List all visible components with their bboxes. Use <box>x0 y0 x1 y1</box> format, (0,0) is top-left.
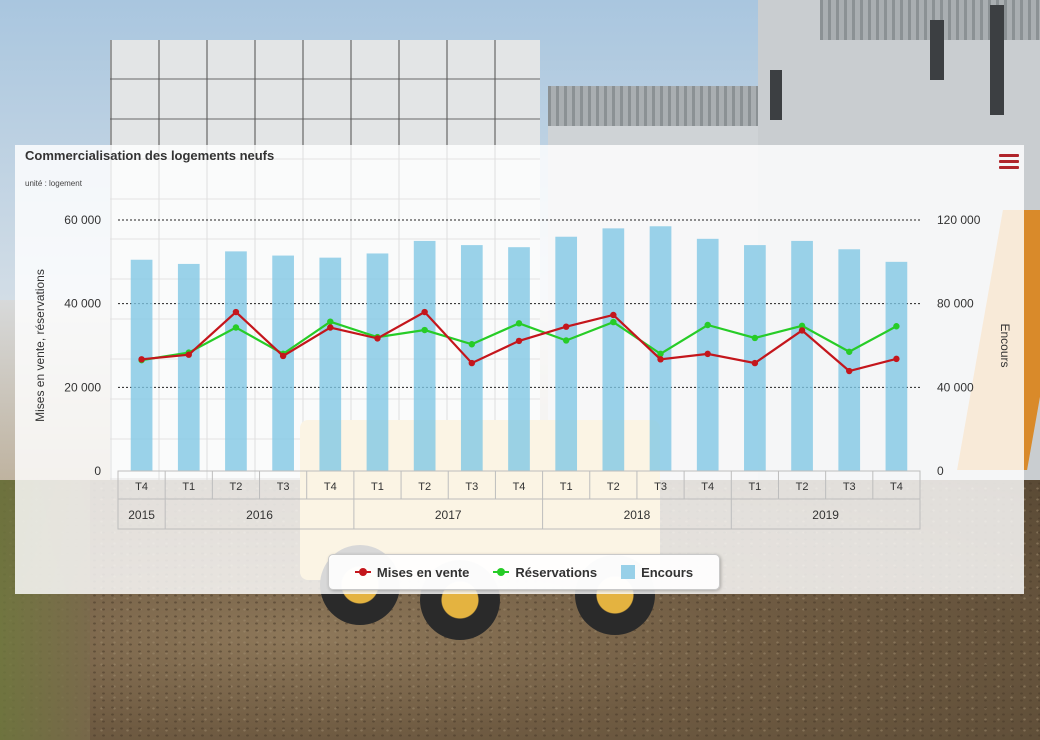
point-mises-en-vente <box>657 356 664 363</box>
point-reservations <box>751 334 759 342</box>
point-mises-en-vente <box>468 359 476 367</box>
x-tick-label: T3 <box>277 481 290 493</box>
legend-label: Encours <box>641 564 694 580</box>
point-mises-en-vente <box>751 359 759 367</box>
point-mises-en-vente <box>374 335 381 342</box>
bar-encours <box>319 257 342 471</box>
x-tick-label: T1 <box>748 481 761 493</box>
y2-axis-title: Encours <box>998 323 1012 367</box>
point-mises-en-vente <box>138 356 145 363</box>
axis-table-border <box>117 470 921 530</box>
point-reservations <box>893 323 900 330</box>
x-year-label: 2018 <box>624 508 651 522</box>
window <box>770 70 782 120</box>
y-tick-label: 0 <box>94 464 101 478</box>
legend-label: Réservations <box>515 564 598 580</box>
x-tick-label: T1 <box>182 481 195 493</box>
bar-encours <box>791 240 813 471</box>
bar-encours <box>460 245 483 471</box>
point-mises-en-vente <box>893 355 900 363</box>
x-year-label: 2015 <box>128 508 155 522</box>
legend-line-green <box>493 568 510 576</box>
point-reservations <box>468 341 476 348</box>
bar-encours <box>130 259 153 471</box>
point-reservations <box>798 322 806 330</box>
point-mises-en-vente <box>704 350 711 358</box>
point-mises-en-vente <box>562 323 570 330</box>
x-tick-label: T4 <box>324 481 337 493</box>
point-reservations <box>327 318 334 325</box>
x-tick-label: T3 <box>465 481 478 493</box>
point-reservations <box>704 321 711 329</box>
bar-encours <box>602 228 625 471</box>
point-mises-en-vente <box>232 308 240 316</box>
point-reservations <box>657 350 664 358</box>
hamburger-menu-icon[interactable] <box>999 154 1019 170</box>
x-tick-label: T4 <box>890 481 903 493</box>
legend-label: Mises en vente <box>376 564 470 580</box>
bar-encours <box>885 261 908 471</box>
bar-encours <box>838 249 861 471</box>
y-axis-title: Mises en vente, réservations <box>33 269 47 422</box>
unit-label: unité : logement <box>25 179 82 188</box>
bar-encours <box>177 263 200 471</box>
legend-item-mises-en-vente[interactable]: Mises en vente <box>354 564 470 580</box>
x-tick-label: T2 <box>230 481 243 493</box>
chart-plot: 0 20 000 40 000 60 000 0 40 000 80 000 120 000 M… <box>33 213 1012 530</box>
point-mises-en-vente <box>279 352 287 360</box>
x-tick-label: T4 <box>513 481 526 493</box>
x-tick-label: T1 <box>371 481 384 493</box>
roof-left <box>548 86 758 126</box>
bar-encours <box>508 247 530 471</box>
y2-tick-label: 0 <box>937 464 944 478</box>
y-tick-label: 20 000 <box>64 380 101 394</box>
bar-encours <box>744 245 766 471</box>
point-reservations <box>515 320 523 327</box>
x-tick-label: T4 <box>701 481 714 493</box>
bar-encours <box>366 253 389 471</box>
legend-item-encours[interactable]: Encours <box>621 565 693 580</box>
chart-title: Commercialisation des logements neufs <box>25 148 275 163</box>
point-reservations <box>232 324 240 331</box>
x-tick-label: T2 <box>796 481 809 493</box>
legend-item-reservations[interactable]: Réservations <box>493 565 597 580</box>
point-reservations <box>610 318 617 326</box>
x-tick-label: T4 <box>135 481 148 493</box>
bar-encours <box>413 240 436 471</box>
bar-encours <box>555 236 578 471</box>
legend-line-red <box>354 568 371 576</box>
point-reservations <box>562 337 570 344</box>
window <box>990 5 1004 115</box>
bar-encours <box>649 226 672 471</box>
point-mises-en-vente <box>846 367 853 375</box>
chart-legend: Mises en vente Réservations Encours <box>328 554 720 590</box>
point-mises-en-vente <box>515 337 523 345</box>
y2-tick-label: 120 000 <box>937 213 981 227</box>
y-tick-label: 40 000 <box>64 297 101 311</box>
point-reservations <box>846 348 853 355</box>
point-mises-en-vente <box>798 327 806 334</box>
y-tick-label: 60 000 <box>64 213 101 227</box>
x-tick-label: T2 <box>418 481 431 493</box>
y2-tick-label: 80 000 <box>937 297 974 311</box>
legend-box-blue <box>621 565 636 579</box>
x-year-label: 2016 <box>246 508 273 522</box>
y2-tick-label: 40 000 <box>937 380 974 394</box>
bar-encours <box>272 255 294 471</box>
x-tick-label: T3 <box>843 481 856 493</box>
chart-panel: Commercialisation des logements neufs un… <box>15 145 1024 594</box>
x-tick-label: T3 <box>654 481 667 493</box>
x-year-label: 2019 <box>812 508 839 522</box>
x-year-label: 2017 <box>435 508 462 522</box>
point-mises-en-vente <box>610 311 617 319</box>
x-tick-label: T2 <box>607 481 620 493</box>
point-mises-en-vente <box>421 308 428 316</box>
x-tick-label: T1 <box>560 481 573 493</box>
point-reservations <box>421 326 428 334</box>
point-mises-en-vente <box>327 324 334 331</box>
bar-encours <box>225 251 247 471</box>
window <box>930 20 944 80</box>
point-mises-en-vente <box>185 351 192 358</box>
